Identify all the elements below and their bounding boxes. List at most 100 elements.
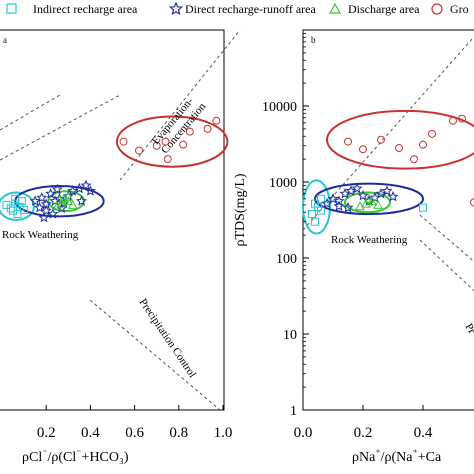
point-star-7: [62, 190, 74, 201]
point-triangle-4: [67, 199, 78, 209]
point-square-8: [2, 200, 11, 209]
point-triangle-6: [54, 194, 65, 204]
point-square-0: [308, 209, 316, 218]
point-circle-4: [410, 155, 418, 164]
legend: Indirect recharge area Direct recharge-r…: [6, 1, 469, 16]
point-circle-3: [395, 144, 403, 153]
point-star-9: [375, 187, 387, 199]
x-tick-label-2: 0.6: [125, 425, 144, 441]
point-circle-3: [161, 137, 170, 146]
legend-square-marker: [6, 3, 17, 14]
legend-entry-direct: Direct recharge-runoff area: [168, 1, 316, 16]
point-star-0: [29, 195, 41, 206]
xlabel-a-part4: +HCO: [82, 450, 119, 465]
point-circle-0: [119, 137, 128, 146]
annotation-precipitation-b: Pr: [462, 322, 474, 337]
point-square-4: [311, 217, 319, 226]
point-star-2: [333, 195, 345, 206]
y-tick-label-3: 1000: [269, 176, 297, 191]
panel-b-ellipses: [302, 109, 474, 235]
xlabel-b-part1: ⁺: [375, 448, 380, 459]
point-square-6: [419, 203, 427, 212]
y-tick-label-2: 100: [276, 252, 297, 267]
point-circle-2: [152, 141, 161, 150]
cluster-ellipse-1: [14, 184, 105, 218]
panel-b-points: [308, 114, 474, 226]
x-tick-label-1: 0.2: [354, 425, 373, 441]
xlabel-a-part1: ⁻: [42, 448, 47, 459]
point-star-9: [73, 182, 85, 194]
point-star-10: [80, 179, 92, 191]
panel-a-label: a: [3, 35, 7, 45]
legend-circle-marker: [431, 3, 443, 15]
point-star-18: [38, 211, 50, 223]
x-tick-label-1: 0.4: [81, 425, 100, 441]
point-star-5: [351, 182, 363, 194]
annotation-rock-weathering-b: Rock Weathering: [331, 234, 408, 246]
point-star-17: [84, 185, 96, 196]
point-triangle-3: [59, 193, 69, 203]
cluster-ellipse-2: [344, 191, 391, 214]
guide-line-1: [0, 94, 121, 161]
guide-line-1: [419, 214, 474, 263]
point-square-5: [317, 206, 325, 215]
panel-a-x-axis-label: ρCl⁻/ρ(Cl⁻+HCO₃): [22, 448, 129, 466]
panel-a-ellipses: [0, 115, 229, 221]
panel-b-x-axis-label: ρNa⁺/ρ(Na⁺+Ca: [352, 448, 442, 466]
guide-line-2: [89, 299, 221, 411]
panel-b-guide-lines: [302, 36, 474, 292]
xlabel-a-part6: ): [124, 450, 129, 465]
legend-entry-discharge: Discharge area: [328, 2, 420, 16]
legend-label-gro: Gro: [450, 2, 469, 16]
cluster-ellipse-3: [326, 109, 474, 170]
panel-a-guide-lines: [0, 29, 241, 411]
xlabel-a-part3: ⁻: [76, 448, 81, 459]
point-star-11: [51, 183, 63, 195]
point-star-13: [333, 200, 345, 211]
legend-label-indirect: Indirect recharge area: [33, 2, 138, 16]
point-triangle-5: [63, 191, 74, 201]
xlabel-b-part0: ρNa: [352, 450, 376, 465]
point-circle-5: [419, 140, 427, 149]
point-triangle-4: [373, 199, 383, 209]
legend-entry-indirect: Indirect recharge area: [6, 2, 138, 16]
point-triangle-3: [364, 193, 374, 203]
point-star-11: [387, 190, 399, 202]
xlabel-a-part0: ρCl: [22, 450, 42, 465]
x-tick-label-0: 0.0: [294, 425, 313, 441]
panel-b-x-ticks: 0.0 0.2 0.4: [294, 405, 433, 441]
y-tick-label-0: 1: [290, 404, 297, 419]
point-star-6: [357, 189, 369, 201]
panel-a-frame: [0, 29, 225, 411]
legend-entry-gro: Gro: [431, 2, 469, 16]
point-star-15: [47, 208, 59, 219]
point-square-3: [317, 194, 325, 203]
point-star-1: [327, 193, 339, 204]
guide-line-2: [419, 239, 474, 292]
panel-b-frame: [302, 29, 474, 411]
annotation-precipitation-control: Precipitation Control: [137, 297, 199, 380]
point-circle-7: [203, 124, 212, 133]
annotation-evaporation-concentration: Evaporation- Concentration: [149, 92, 209, 156]
y-tick-label-4: 10000: [262, 100, 297, 115]
point-star-4: [345, 185, 357, 196]
point-star-13: [34, 201, 46, 213]
annotation-rock-weathering-a: Rock Weathering: [2, 229, 79, 241]
x-tick-label-0: 0.2: [37, 425, 56, 441]
point-triangle-2: [63, 196, 74, 206]
point-star-1: [36, 191, 48, 203]
panel-b-label: b: [311, 35, 316, 45]
legend-label-direct: Direct recharge-runoff area: [185, 2, 316, 16]
y-tick-label-1: 10: [283, 328, 297, 343]
point-star-8: [67, 185, 79, 196]
point-circle-1: [359, 145, 367, 154]
point-circle-8: [458, 114, 466, 123]
panel-a: a 0.2 0.4 0.6 0.8 1.0 Evaporation- Concentra…: [0, 29, 241, 466]
xlabel-b-part4: +Ca: [418, 450, 442, 465]
legend-label-discharge: Discharge area: [348, 2, 420, 16]
guide-line-3: [0, 94, 61, 131]
xlabel-a-part5: ₃: [119, 450, 124, 465]
point-star-4: [49, 195, 61, 206]
point-star-16: [76, 195, 88, 206]
